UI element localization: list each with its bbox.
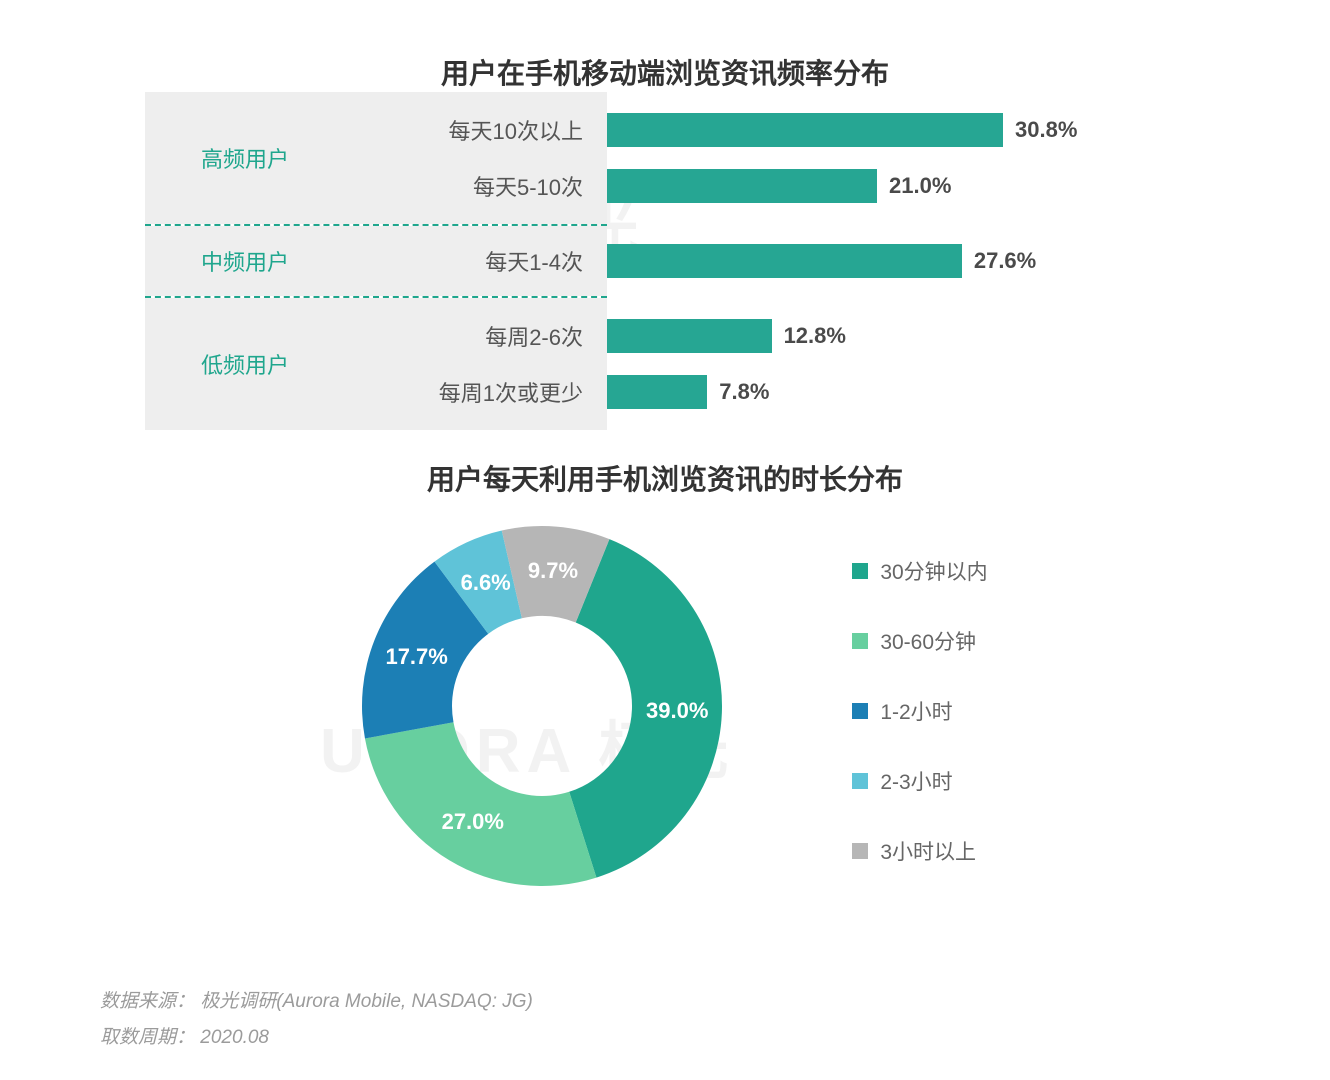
bar-group: 高频用户每天10次以上每天5-10次 — [145, 92, 607, 224]
legend-swatch — [852, 633, 868, 649]
bar-fill — [607, 244, 962, 278]
legend-label: 30分钟以内 — [880, 556, 987, 586]
bar-row: 每周2-6次 — [345, 319, 607, 353]
bar-value-label: 12.8% — [784, 323, 846, 349]
footer-source-value: 极光调研(Aurora Mobile, NASDAQ: JG) — [200, 991, 533, 1012]
legend-label: 3小时以上 — [880, 836, 976, 866]
legend-swatch — [852, 563, 868, 579]
legend-label: 2-3小时 — [880, 766, 952, 796]
bar-track: 27.6% — [607, 244, 1036, 278]
bar-item-label: 每天1-4次 — [345, 245, 607, 277]
donut-legend: 30分钟以内 30-60分钟 1-2小时 2-3小时 3小时以上 — [852, 536, 987, 886]
bar-group-label: 中频用户 — [145, 226, 345, 296]
footer-meta: 数据来源： 极光调研(Aurora Mobile, NASDAQ: JG) 取数… — [100, 984, 533, 1056]
bar-track: 7.8% — [607, 375, 769, 409]
footer-source: 数据来源： 极光调研(Aurora Mobile, NASDAQ: JG) — [100, 984, 533, 1020]
bar-chart-title: 用户在手机移动端浏览资讯频率分布 — [145, 52, 1185, 92]
footer-source-label: 数据来源： — [100, 991, 195, 1012]
bar-chart-body: 30.8%21.0%高频用户每天10次以上每天5-10次27.6%中频用户每天1… — [145, 92, 1185, 430]
legend-item: 30-60分钟 — [852, 626, 987, 656]
bar-row: 每天5-10次 — [345, 169, 607, 203]
bar-item-label: 每周2-6次 — [345, 320, 607, 352]
bar-row: 每天10次以上 — [345, 113, 607, 147]
bar-row: 每天1-4次 — [345, 244, 607, 278]
bar-fill — [607, 319, 772, 353]
footer-period-value: 2020.08 — [200, 1027, 269, 1048]
bar-item-label: 每周1次或更少 — [345, 376, 607, 408]
bar-track: 30.8% — [607, 113, 1077, 147]
donut-slice — [365, 722, 596, 886]
legend-item: 30分钟以内 — [852, 556, 987, 586]
legend-item: 2-3小时 — [852, 766, 987, 796]
donut-chart-title: 用户每天利用手机浏览资讯的时长分布 — [80, 458, 1250, 498]
legend-swatch — [852, 843, 868, 859]
bar-group-label: 高频用户 — [145, 92, 345, 224]
bar-fill — [607, 113, 1003, 147]
legend-item: 1-2小时 — [852, 696, 987, 726]
bar-group-label: 低频用户 — [145, 298, 345, 430]
donut-chart-body: 39.0%27.0%17.7%6.6%9.7% 30分钟以内 30-60分钟 1-2… — [80, 516, 1250, 906]
bar-value-label: 21.0% — [889, 173, 951, 199]
legend-item: 3小时以上 — [852, 836, 987, 866]
footer-period: 取数周期： 2020.08 — [100, 1020, 533, 1056]
legend-label: 1-2小时 — [880, 696, 952, 726]
bar-track: 21.0% — [607, 169, 951, 203]
bar-item-label: 每天5-10次 — [345, 170, 607, 202]
footer-period-label: 取数周期： — [100, 1027, 195, 1048]
bar-item-label: 每天10次以上 — [345, 114, 607, 146]
bar-value-label: 30.8% — [1015, 117, 1077, 143]
legend-swatch — [852, 773, 868, 789]
bar-group: 低频用户每周2-6次每周1次或更少 — [145, 298, 607, 430]
bar-value-label: 27.6% — [974, 248, 1036, 274]
bar-row: 每周1次或更少 — [345, 375, 607, 409]
donut-slice — [570, 539, 723, 877]
donut-svg — [342, 516, 742, 906]
bar-track: 12.8% — [607, 319, 846, 353]
bar-fill — [607, 169, 877, 203]
duration-donut-chart: 用户每天利用手机浏览资讯的时长分布 39.0%27.0%17.7%6.6%9.7… — [80, 458, 1250, 906]
frequency-bar-chart: 用户在手机移动端浏览资讯频率分布 30.8% 21.0% 高频用户每天10次以上每天… — [145, 52, 1185, 430]
bar-group: 中频用户每天1-4次 — [145, 226, 607, 296]
bar-value-label: 7.8% — [719, 379, 769, 405]
donut-graphic: 39.0%27.0%17.7%6.6%9.7% — [342, 516, 742, 906]
legend-swatch — [852, 703, 868, 719]
legend-label: 30-60分钟 — [880, 626, 976, 656]
bar-fill — [607, 375, 707, 409]
